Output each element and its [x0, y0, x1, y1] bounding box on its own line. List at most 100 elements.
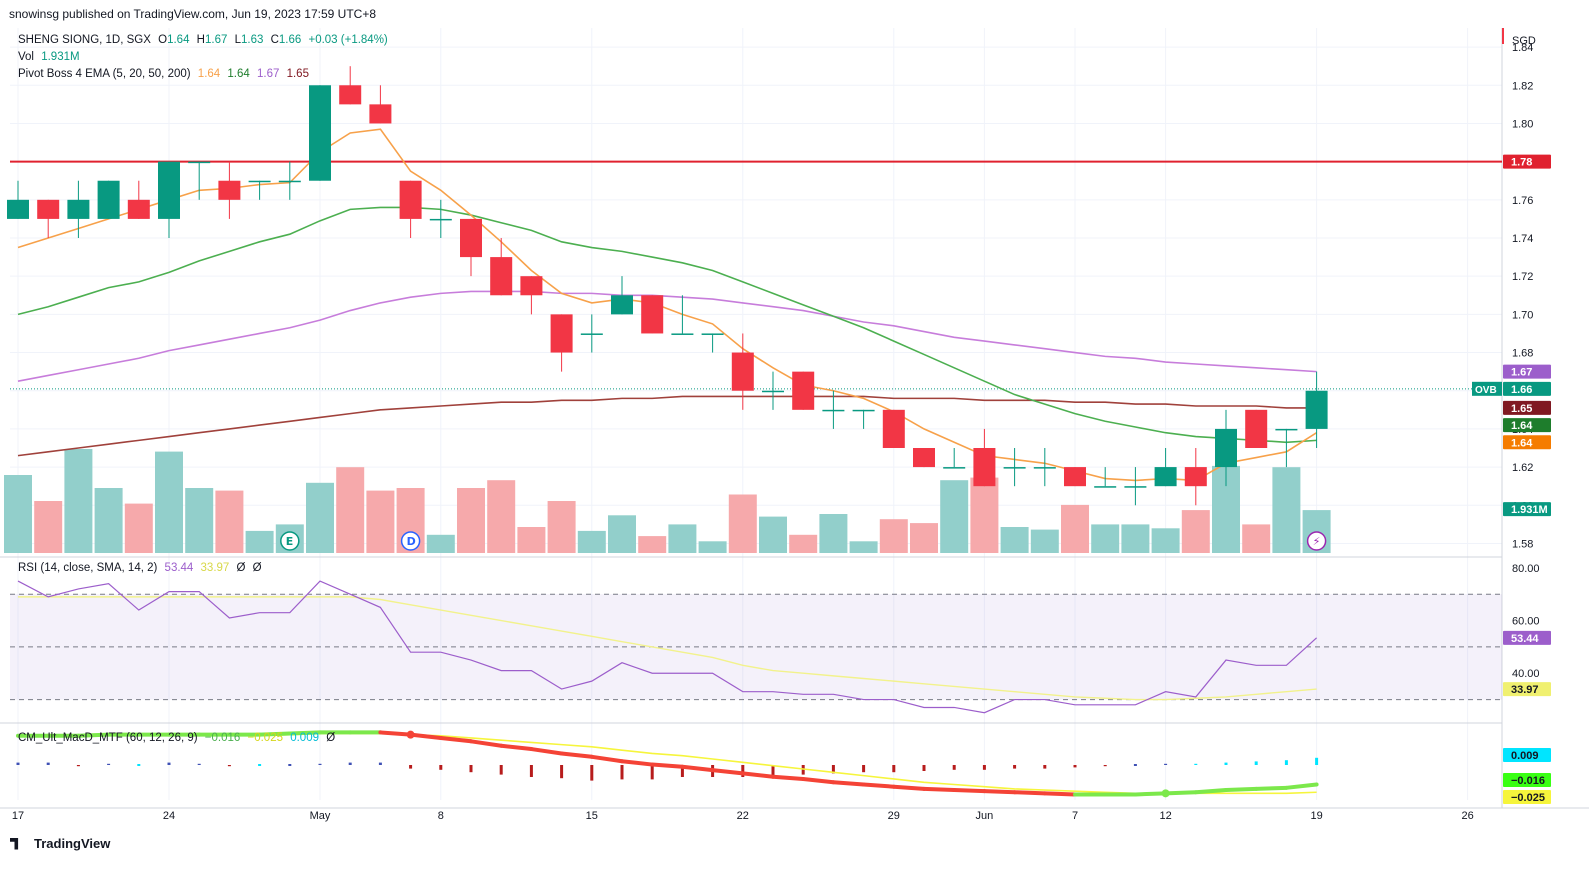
price-badge-label: 1.64: [1511, 437, 1533, 449]
candle-body: [127, 199, 150, 219]
candle-body: [550, 314, 573, 353]
ema-title: Pivot Boss 4 EMA (5, 20, 50, 200): [18, 68, 191, 80]
volume-bar: [970, 477, 999, 553]
candle-body: [1215, 428, 1237, 468]
axis-tick-label: 40.00: [1512, 668, 1540, 680]
macd-line-segment: [771, 774, 806, 781]
candle-body: [490, 257, 513, 296]
time-tick-label: May: [310, 810, 331, 822]
macd-line-segment: [469, 739, 504, 748]
candle-body: [913, 448, 935, 468]
macd-hist-bar: [348, 762, 352, 765]
candle-body: [1033, 467, 1056, 469]
candle-body: [1094, 486, 1117, 488]
axis-tick-label: 1.72: [1512, 271, 1533, 283]
rsi-band: [10, 594, 1502, 700]
macd-hist-bar: [831, 765, 835, 774]
price-badge: [1503, 630, 1551, 645]
event-marker: [1306, 531, 1327, 551]
macd-line-segment: [408, 732, 443, 740]
volume-bar: [1030, 529, 1059, 553]
macd-line-segment: [680, 764, 715, 773]
rsi-legend[interactable]: RSI (14, close, SMA, 14, 2) 53.44 33.97 …: [18, 562, 266, 574]
volume-bar: [215, 490, 244, 553]
candle-body: [369, 104, 392, 124]
candle-body: [822, 409, 845, 412]
macd-legend[interactable]: CM_Ult_MacD_MTF (60, 12, 26, 9) −0.016 −…: [18, 732, 339, 744]
footer-brand[interactable]: TradingView: [10, 836, 110, 851]
candle-body: [580, 333, 603, 335]
volume-bar: [547, 501, 576, 553]
candle-body: [852, 409, 875, 412]
candle-body: [67, 199, 90, 219]
volume-bar: [1181, 510, 1210, 553]
macd-hist-bar: [378, 762, 382, 765]
candle-body: [943, 467, 966, 469]
macd-pane: 0.009 −0.016 −0.025: [16, 730, 1551, 804]
event-markers[interactable]: E D ⚡: [280, 531, 1327, 551]
macd-line-segment: [740, 771, 775, 779]
candle-body: [218, 180, 241, 200]
rsi-ma-line: [18, 596, 1317, 701]
price-badge-label: 1.66: [1511, 384, 1532, 396]
time-tick-label: 26: [1461, 810, 1473, 822]
candle-body: [158, 161, 180, 219]
price-badge: [1503, 435, 1551, 450]
ema5-line: [17, 128, 1318, 482]
ema-legend[interactable]: Pivot Boss 4 EMA (5, 20, 50, 200) 1.64 1…: [18, 68, 313, 80]
macd-hist-bar: [590, 765, 594, 781]
rsi-pane: 80.00 60.00 40.00 53.44 33.97: [10, 563, 1551, 714]
axis-tick-label: 60.00: [1512, 616, 1540, 628]
macd-line-segment: [1133, 791, 1168, 797]
main-legend[interactable]: SHENG SIONG, 1D, SGX O1.64 H1.67 L1.63 C…: [18, 34, 392, 46]
price-badge-label: 53.44: [1511, 633, 1539, 645]
macd-extra: Ø: [326, 732, 336, 744]
volume-legend[interactable]: Vol 1.931M: [18, 51, 84, 63]
volume-bar: [849, 541, 878, 553]
candle-body: [278, 180, 301, 183]
macd-line-segment: [1163, 790, 1198, 796]
ema20-line: [17, 206, 1317, 444]
macd-hist-bar: [227, 765, 231, 767]
macd-hist-bar: [1103, 765, 1107, 767]
candle-body: [762, 390, 784, 393]
macd-hist-bar: [862, 765, 866, 773]
volume-bar: [668, 524, 697, 553]
macd-line-segment: [76, 732, 111, 738]
candle-body: [188, 161, 211, 164]
event-marker-glyph: D: [407, 535, 416, 548]
macd-hist-bar: [620, 765, 624, 780]
macd-line-segment: [831, 780, 866, 787]
close-value: 1.66: [278, 34, 302, 46]
macd-line-segment: [861, 782, 896, 789]
candles: [7, 66, 1328, 506]
candle-body: [1154, 467, 1177, 487]
symbol-title[interactable]: SHENG SIONG, 1D, SGX: [18, 34, 151, 46]
price-badge-label: 1.65: [1511, 403, 1532, 415]
time-tick-label: 8: [438, 810, 444, 822]
open-label: O: [158, 34, 168, 46]
volume-bar: [728, 494, 757, 553]
candle-body: [1124, 486, 1147, 488]
macd-hist-bar: [318, 763, 322, 765]
volume-bar: [759, 516, 787, 553]
volume-bar: [1242, 524, 1271, 553]
ema20-value: 1.64: [227, 68, 250, 80]
macd-hist-bar: [650, 765, 654, 780]
time-axis[interactable]: 17 24 May 8 15 22 29 Jun 7 12 19 26: [12, 810, 1474, 822]
candle-body: [701, 333, 724, 335]
axis-tick-label: 1.84: [1512, 42, 1533, 54]
macd-cross-dot: [406, 730, 415, 739]
macd-line-segment: [982, 789, 1017, 795]
rsi-line: [17, 580, 1318, 714]
macd-hist-bar: [560, 765, 564, 779]
candle-body: [1245, 409, 1268, 448]
macd-hist-bar: [1043, 765, 1047, 769]
macd-line-segment: [559, 751, 594, 759]
price-badge-label: 0.009: [1511, 750, 1539, 762]
ema200-value: 1.65: [286, 68, 309, 80]
axis-tick-label: 1.62: [1512, 462, 1533, 474]
candle-body: [248, 180, 271, 183]
